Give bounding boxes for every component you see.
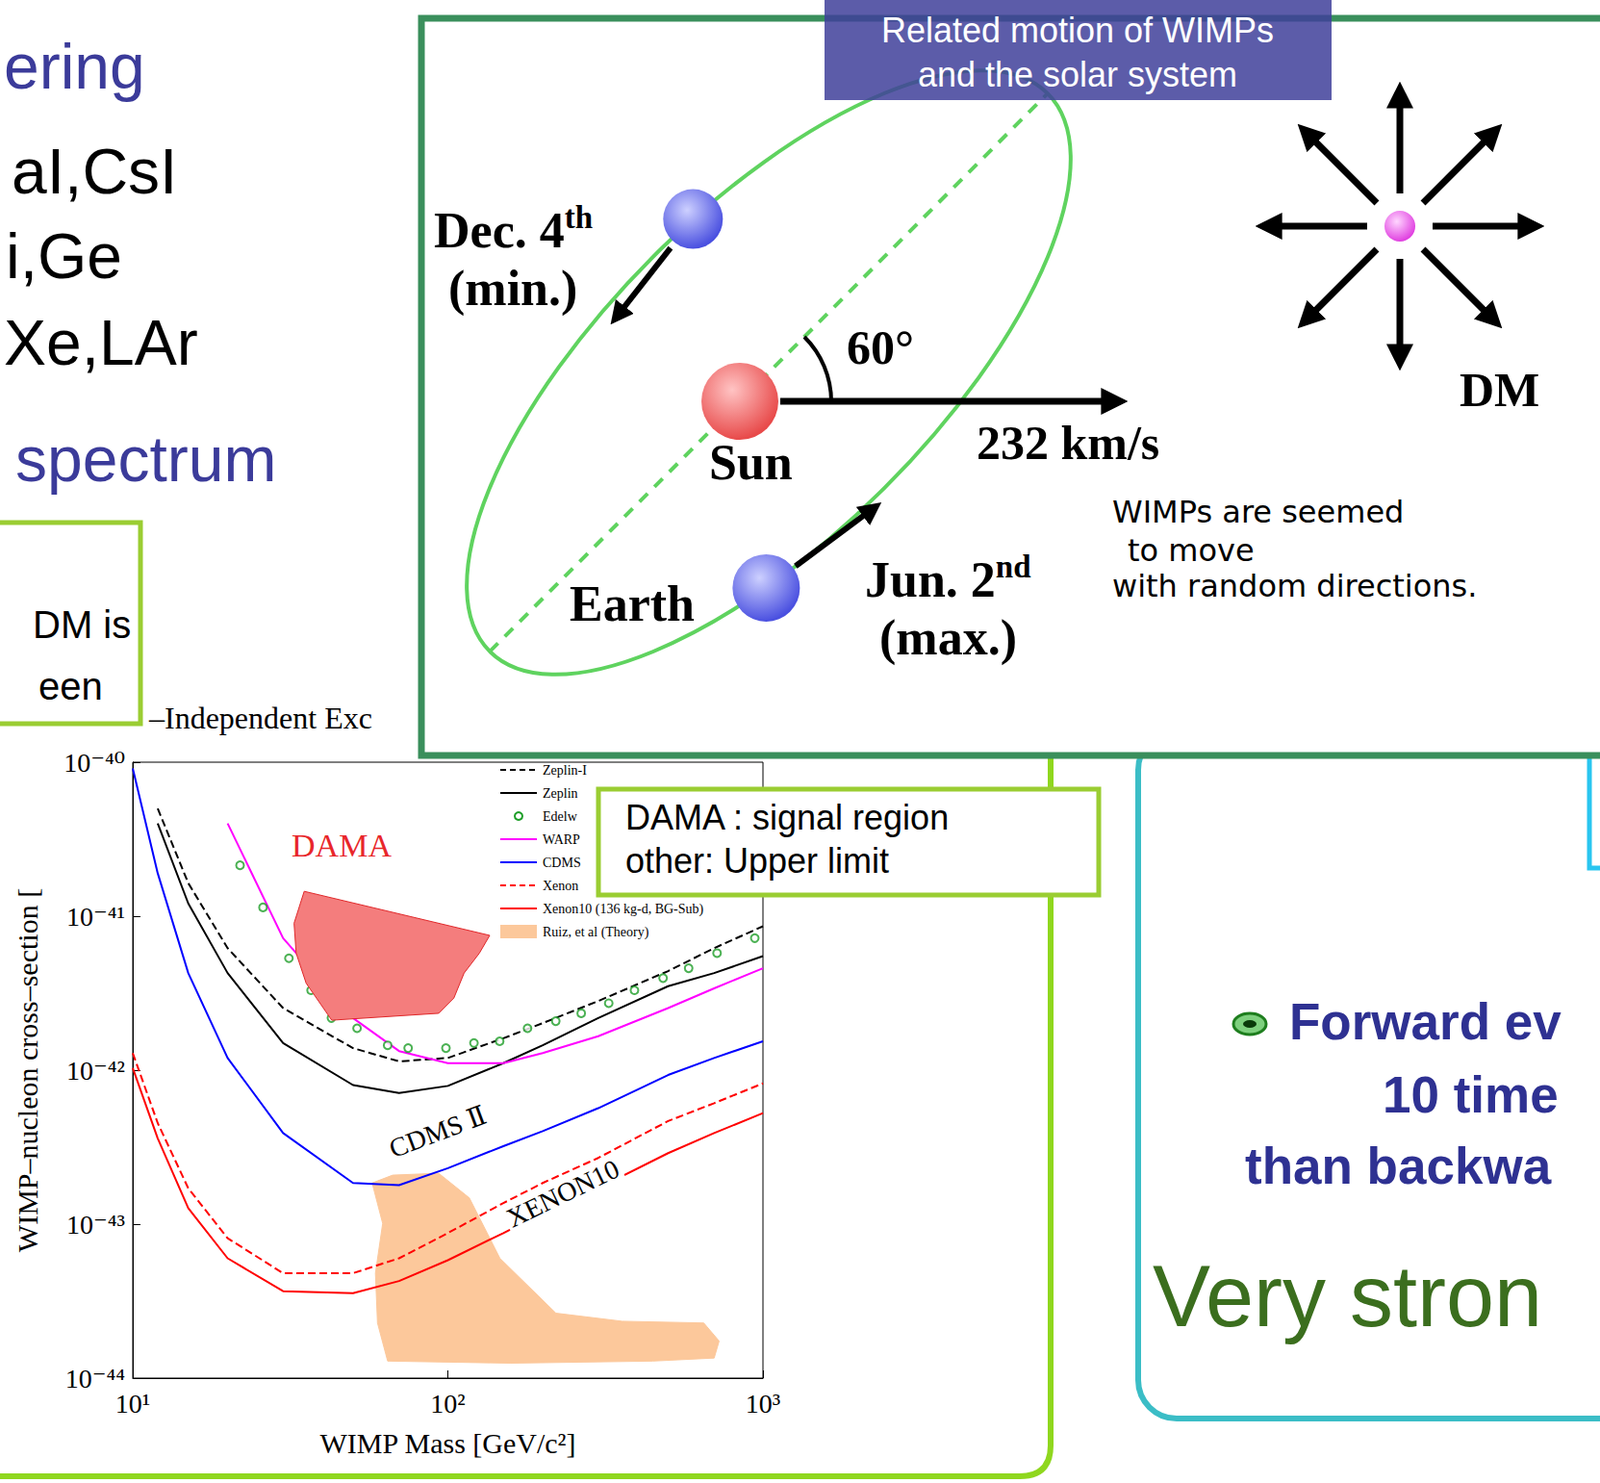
svg-text:10⁻⁴²: 10⁻⁴²: [66, 1055, 126, 1086]
svg-text:Ruiz, et al (Theory): Ruiz, et al (Theory): [542, 924, 650, 940]
svg-text:to move: to move: [1127, 532, 1255, 569]
svg-text:WIMPs are seemed: WIMPs are seemed: [1112, 493, 1404, 531]
svg-text:10⁻⁴⁰: 10⁻⁴⁰: [63, 747, 126, 778]
svg-text:CDMS Ⅱ: CDMS Ⅱ: [384, 1099, 491, 1164]
svg-text:10³: 10³: [745, 1388, 781, 1419]
svg-text:i,Ge: i,Ge: [5, 220, 123, 292]
svg-text:DM: DM: [1459, 362, 1540, 417]
svg-text:Jun. 2nd: Jun. 2nd: [864, 549, 1032, 608]
svg-text:10 time: 10 time: [1382, 1066, 1559, 1123]
svg-text:10¹: 10¹: [115, 1388, 151, 1419]
svg-text:WIMP Mass [GeV/c²]: WIMP Mass [GeV/c²]: [319, 1426, 576, 1459]
svg-text:CDMS: CDMS: [542, 855, 582, 870]
svg-text:Zeplin-I: Zeplin-I: [542, 762, 587, 778]
svg-text:Sun: Sun: [709, 434, 793, 490]
svg-text:(min.): (min.): [448, 260, 578, 317]
svg-text:XENON10: XENON10: [502, 1153, 625, 1234]
svg-text:Xenon10 (136 kg-d, BG-Sub): Xenon10 (136 kg-d, BG-Sub): [542, 901, 705, 917]
svg-text:Xenon: Xenon: [542, 878, 579, 893]
svg-text:Xe,LAr: Xe,LAr: [3, 306, 199, 379]
svg-text:WARP: WARP: [542, 832, 581, 847]
svg-text:–Independent Exc: –Independent Exc: [148, 700, 373, 736]
svg-text:10⁻⁴⁴: 10⁻⁴⁴: [65, 1362, 126, 1393]
svg-text:DAMA : signal region: DAMA : signal region: [625, 797, 949, 838]
svg-text:10²: 10²: [430, 1388, 465, 1419]
svg-text:10⁻⁴³: 10⁻⁴³: [66, 1209, 126, 1240]
svg-text:Zeplin: Zeplin: [542, 786, 579, 801]
svg-text:Edelw: Edelw: [542, 809, 579, 824]
svg-text:(max.): (max.): [879, 609, 1017, 666]
svg-text:Earth: Earth: [569, 576, 695, 632]
svg-text:60°: 60°: [846, 320, 915, 375]
svg-text:een: een: [38, 664, 103, 708]
svg-text:Dec. 4th: Dec. 4th: [433, 200, 593, 258]
svg-text:aI,CsI: aI,CsI: [11, 135, 178, 207]
svg-text:Related motion of WIMPs: Related motion of WIMPs: [881, 10, 1274, 51]
svg-text:Forward ev: Forward ev: [1289, 992, 1562, 1050]
svg-text:DM is: DM is: [32, 603, 131, 646]
svg-text:other: Upper limit: other: Upper limit: [625, 840, 889, 881]
svg-text:DAMA: DAMA: [291, 827, 392, 864]
svg-text:WIMP–nucleon cross–section [: WIMP–nucleon cross–section [: [11, 888, 44, 1252]
svg-text:10⁻⁴¹: 10⁻⁴¹: [66, 901, 126, 932]
svg-text:ering: ering: [3, 30, 146, 102]
svg-text:and the solar system: and the solar system: [917, 54, 1238, 95]
svg-text:232 km/s: 232 km/s: [976, 415, 1160, 470]
svg-text:than backwa: than backwa: [1244, 1137, 1552, 1194]
svg-text:spectrum: spectrum: [15, 423, 277, 495]
svg-text:Very stron: Very stron: [1152, 1247, 1543, 1345]
svg-text:with random directions.: with random directions.: [1112, 567, 1477, 605]
